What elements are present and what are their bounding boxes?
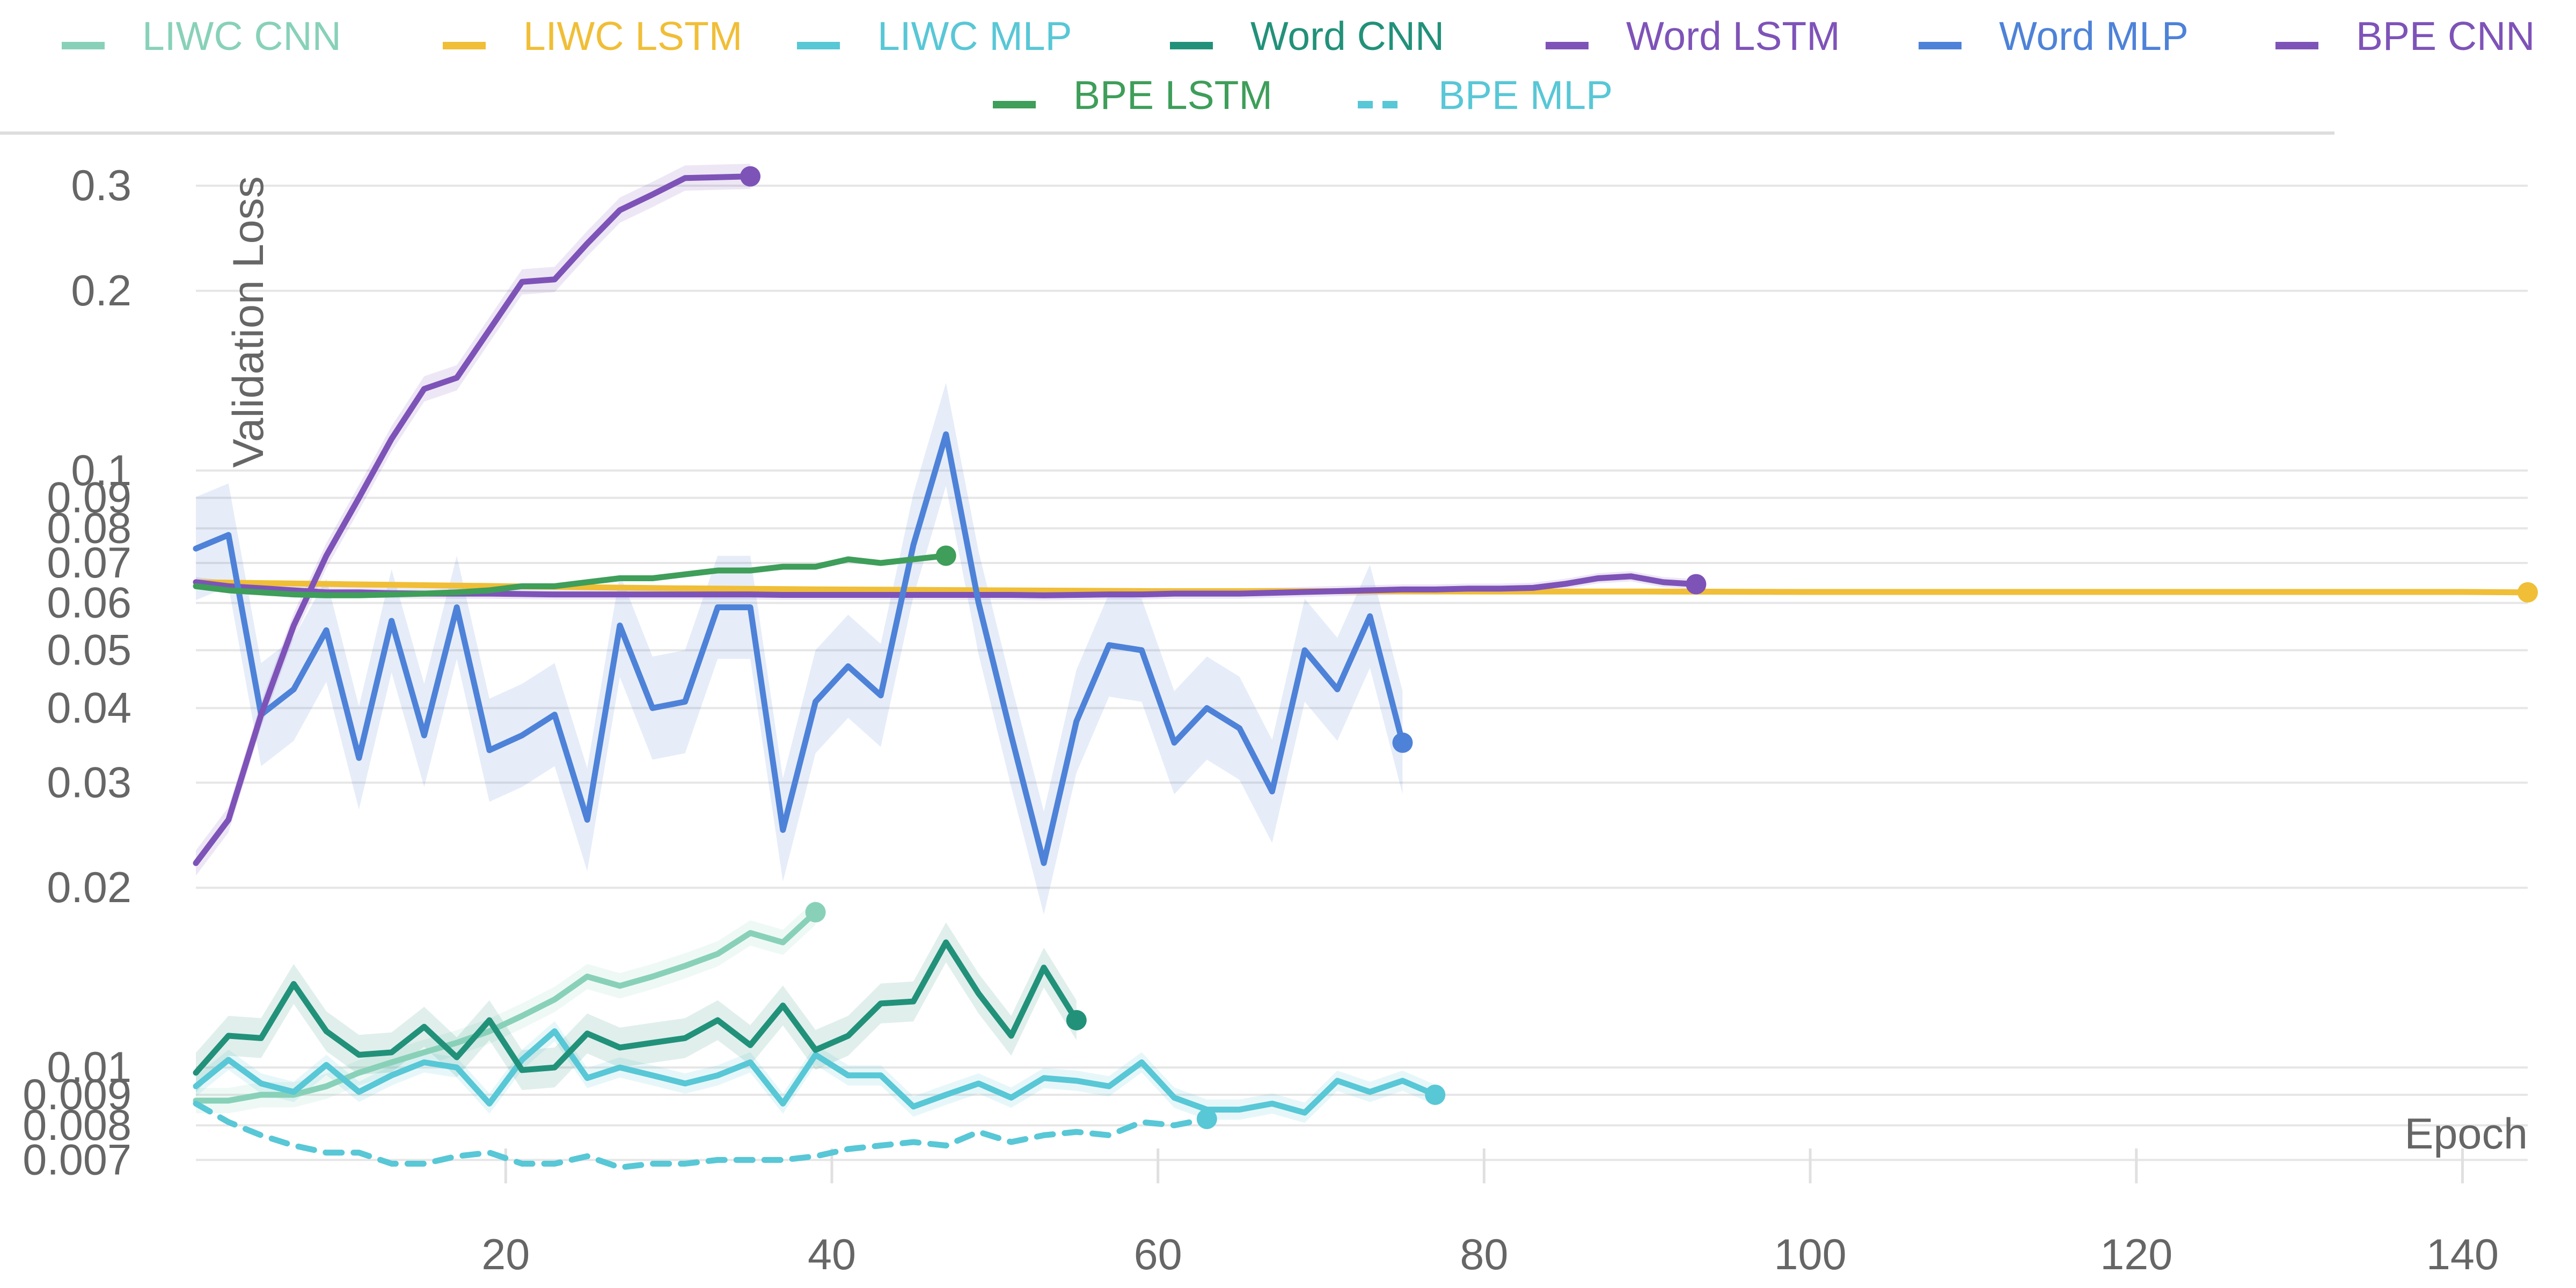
legend-item-bpe-mlp[interactable]: BPE MLP: [1358, 72, 1613, 118]
endpoint-bpe-lstm: [935, 545, 956, 566]
y-tick-label: 0.09: [47, 474, 131, 522]
legend-label: LIWC LSTM: [523, 13, 742, 58]
legend-label: LIWC MLP: [877, 13, 1072, 58]
band-liwc-cnn: [196, 899, 816, 1114]
endpoint-word-mlp: [1392, 732, 1413, 753]
y-tick-label: 0.3: [71, 162, 131, 210]
legend-label: Word CNN: [1250, 13, 1444, 58]
line-bpe-mlp: [193, 1100, 1210, 1170]
legend-item-bpe-cnn[interactable]: BPE CNN: [2275, 13, 2535, 58]
y-tick-label: 0.1: [71, 447, 131, 495]
line-bpe-lstm: [193, 552, 949, 598]
y-tick-label: 0.03: [47, 758, 131, 807]
band-liwc-mlp: [196, 1021, 1436, 1123]
band-word-cnn: [196, 922, 1077, 1093]
x-tick-label: 120: [2100, 1231, 2172, 1279]
legend-label: BPE CNN: [2356, 13, 2535, 58]
y-tick-label: 0.02: [47, 863, 131, 912]
legend: LIWC CNN LIWC LSTM LIWC MLP Word CNN Word LS…: [62, 13, 2535, 118]
legend-item-bpe-lstm[interactable]: BPE LSTM: [993, 72, 1272, 118]
legend-item-word-cnn[interactable]: Word CNN: [1170, 13, 1444, 58]
endpoint-liwc-cnn: [805, 902, 826, 923]
y-tick-label: 0.07: [47, 539, 131, 587]
series-bands: [196, 164, 1696, 1123]
legend-item-liwc-lstm[interactable]: LIWC LSTM: [443, 13, 742, 58]
line-liwc-cnn: [193, 909, 819, 1104]
legend-item-liwc-cnn[interactable]: LIWC CNN: [62, 13, 341, 58]
y-tick-label: 0.04: [47, 684, 131, 732]
series-endpoints: [740, 166, 2538, 1129]
legend-label: LIWC CNN: [142, 13, 341, 58]
legend-label: BPE LSTM: [1073, 72, 1272, 118]
endpoint-liwc-mlp: [1425, 1084, 1446, 1105]
endpoint-liwc-lstm: [2518, 582, 2538, 603]
y-tick-label: 0.007: [23, 1136, 131, 1184]
band-bpe-cnn: [196, 164, 751, 876]
x-tick-label: 40: [808, 1231, 856, 1279]
legend-label: BPE MLP: [1438, 72, 1613, 118]
line-word-mlp: [193, 431, 1406, 866]
endpoint-bpe-cnn: [740, 166, 761, 187]
endpoint-word-cnn: [1066, 1009, 1087, 1030]
x-tick-labels: 20 40 60 80 100 120 140: [481, 1231, 2499, 1279]
legend-item-liwc-mlp[interactable]: LIWC MLP: [797, 13, 1072, 58]
endpoint-word-lstm: [1686, 574, 1707, 595]
x-axis-title: Epoch: [2404, 1110, 2528, 1158]
x-tick-label: 80: [1460, 1231, 1508, 1279]
x-tick-label: 20: [481, 1231, 530, 1279]
y-tick-label: 0.08: [47, 504, 131, 553]
y-tick-labels: 0.3 0.2 0.10.090.080.070.060.05 0.04 0.03 0.0…: [23, 162, 131, 1184]
legend-label: Word MLP: [1999, 13, 2189, 58]
y-axis-title: Validation Loss: [224, 176, 273, 467]
y-tick-label: 0.2: [71, 267, 131, 315]
x-tick-label: 140: [2426, 1231, 2499, 1279]
endpoint-bpe-mlp: [1196, 1108, 1217, 1129]
line-word-cnn: [193, 939, 1080, 1076]
legend-item-word-mlp[interactable]: Word MLP: [1919, 13, 2189, 58]
line-liwc-mlp: [193, 1028, 1438, 1116]
x-tick-label: 60: [1134, 1231, 1182, 1279]
legend-item-word-lstm[interactable]: Word LSTM: [1546, 13, 1840, 58]
series-lines: [193, 173, 2531, 1170]
y-tick-label: 0.05: [47, 626, 131, 675]
x-tick-label: 100: [1774, 1231, 1846, 1279]
y-tick-label: 0.008: [23, 1101, 131, 1150]
y-tick-label: 0.01: [47, 1043, 131, 1092]
y-tick-label: 0.009: [23, 1071, 131, 1119]
grid: [196, 185, 2528, 1183]
line-bpe-cnn: [193, 173, 753, 866]
band-word-mlp: [196, 383, 1403, 915]
y-tick-label: 0.06: [47, 579, 131, 627]
legend-label: Word LSTM: [1626, 13, 1840, 58]
